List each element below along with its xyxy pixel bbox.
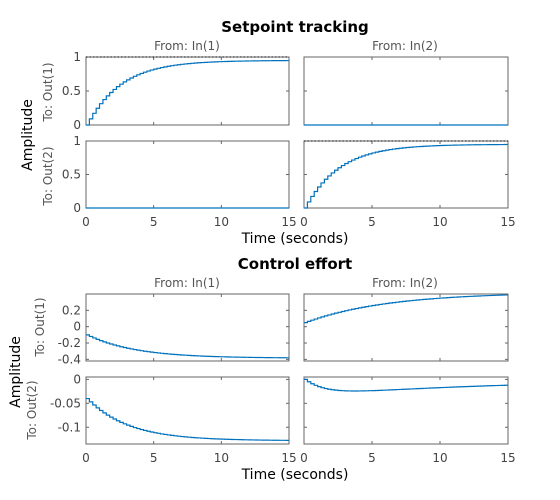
- column-header: From: In(1): [154, 276, 220, 290]
- x-tick-label: 0: [300, 215, 308, 229]
- panel-r1-c0: 00.510 5 10 15: [62, 134, 297, 229]
- x-tick-label: 0: [82, 215, 90, 229]
- response-series: [86, 334, 289, 359]
- y-tick-label: 0.5: [62, 168, 81, 182]
- x-tick-label: 10: [214, 451, 229, 465]
- x-tick-label: 0: [82, 451, 90, 465]
- setpoint-tracking-group: Setpoint tracking From: In(1) From: In(2…: [20, 18, 516, 247]
- row-header: To: Out(1): [41, 62, 55, 122]
- x-tick-label: 15: [281, 451, 296, 465]
- x-tick-label: 15: [281, 215, 296, 229]
- x-tick-label: 5: [150, 451, 158, 465]
- axes-frame: [303, 56, 509, 126]
- x-tick-label: 5: [368, 451, 376, 465]
- chart-title: Control effort: [238, 255, 352, 273]
- response-series: [304, 143, 508, 209]
- y-tick-label: -0.05: [50, 396, 81, 410]
- y-axis-label: Amplitude: [20, 99, 36, 171]
- x-tick-label: 15: [500, 451, 515, 465]
- response-series: [86, 397, 289, 441]
- panel-r0-c1: [303, 56, 509, 126]
- panel-r1-c1: 0 5 10 15: [300, 140, 516, 229]
- y-tick-label: -0.2: [58, 336, 81, 350]
- x-tick-label: 5: [368, 215, 376, 229]
- column-header: From: In(2): [372, 276, 438, 290]
- column-header: From: In(1): [154, 39, 220, 53]
- y-tick-label: -0.1: [58, 420, 81, 434]
- y-axis-label: Amplitude: [8, 336, 24, 408]
- x-tick-label: 15: [500, 215, 515, 229]
- panel-r0-c0: -0.4 -0.2 0 0.2: [58, 293, 290, 366]
- panel-r1-c0: -0.1 -0.05 0 0 5 10 15: [50, 372, 297, 465]
- y-tick-label: 0.5: [62, 84, 81, 98]
- panel-r0-c1: [303, 293, 509, 362]
- y-tick-label: 0: [73, 320, 81, 334]
- axes-frame: [303, 140, 509, 209]
- x-tick-label: 10: [432, 451, 447, 465]
- x-tick-label: 10: [432, 215, 447, 229]
- y-tick-label: 0: [73, 201, 81, 215]
- row-header: To: Out(2): [41, 146, 55, 206]
- axes-frame: [85, 376, 290, 445]
- y-tick-label: 0.2: [62, 303, 81, 317]
- y-tick-label: 1: [73, 134, 81, 148]
- y-tick-label: 0: [73, 372, 81, 386]
- y-tick-label: 1: [73, 50, 81, 64]
- panel-r1-c1: 0 5 10 15: [300, 376, 516, 465]
- axes-frame: [85, 140, 290, 209]
- response-series: [304, 294, 508, 324]
- column-header: From: In(2): [372, 39, 438, 53]
- panel-r0-c0: 00.51: [62, 50, 290, 132]
- control-effort-group: Control effort From: In(1) From: In(2) T…: [8, 255, 516, 483]
- axes-frame: [85, 293, 290, 362]
- x-tick-label: 5: [150, 215, 158, 229]
- x-tick-label: 10: [214, 215, 229, 229]
- axes-frame: [303, 376, 509, 445]
- x-axis-label: Time (seconds): [241, 467, 349, 483]
- chart-title: Setpoint tracking: [221, 18, 369, 36]
- x-tick-label: 0: [300, 451, 308, 465]
- response-series: [304, 378, 508, 392]
- y-tick-label: 0: [73, 118, 81, 132]
- y-tick-label: -0.4: [58, 352, 81, 366]
- row-header: To: Out(2): [25, 380, 39, 440]
- axes-frame: [85, 56, 290, 126]
- response-series: [86, 59, 289, 126]
- row-header: To: Out(1): [33, 297, 47, 357]
- x-axis-label: Time (seconds): [241, 231, 349, 247]
- axes-frame: [303, 293, 509, 362]
